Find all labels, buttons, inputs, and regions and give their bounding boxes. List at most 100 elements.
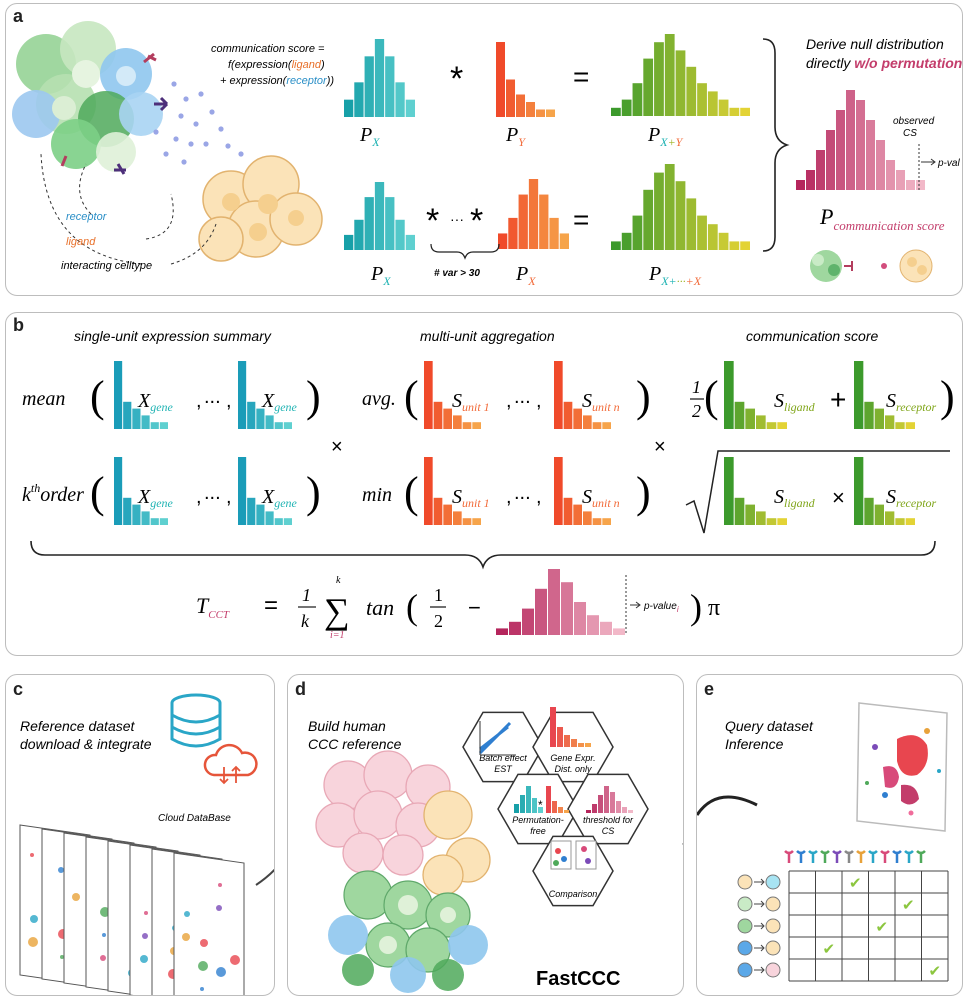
hist-bar	[159, 518, 168, 525]
hist-bar	[621, 232, 632, 250]
receptor-icon	[868, 850, 878, 863]
hist-null	[796, 90, 925, 190]
hist-bar	[574, 602, 586, 635]
ellipsis-2: ...	[514, 386, 531, 408]
comma-4b: ,	[536, 486, 542, 508]
pvalue-label: p-valuei	[643, 601, 679, 614]
hist-bar	[283, 422, 292, 429]
dataset-cluster-dot	[144, 911, 148, 915]
hist-bar	[247, 401, 256, 429]
hex-bar	[526, 786, 531, 813]
label-px-row1: PX	[359, 124, 380, 149]
conv-dots-row2: ···	[450, 211, 464, 227]
half-den: 2	[692, 401, 701, 421]
hex-bar	[578, 743, 584, 747]
hist-bar	[718, 232, 729, 250]
hist-bar	[600, 621, 612, 635]
receptor-icons	[784, 850, 926, 863]
hist-bar	[508, 217, 518, 249]
pair-arrow	[754, 944, 765, 952]
hist-bar	[522, 608, 534, 635]
paren-close-4: )	[306, 468, 321, 517]
formula-line3: + expression(receptor))	[220, 75, 334, 87]
hist-bar	[864, 497, 874, 525]
hex-bar	[585, 743, 591, 747]
hex-bar	[610, 792, 615, 813]
eq-row1: =	[573, 61, 589, 92]
hist-sunit-n	[554, 361, 611, 429]
ellipsis-3: ...	[204, 482, 221, 504]
hist-bar	[846, 90, 855, 190]
hist-px2-row2	[498, 179, 569, 249]
hist-bar	[916, 180, 925, 190]
sqrt-sign	[685, 450, 950, 534]
s-ligand-1: Sligand	[774, 390, 816, 414]
hist-bar	[114, 361, 123, 429]
hist-bar	[621, 99, 632, 116]
hex-bar	[550, 707, 556, 747]
hist-ligand-1	[724, 361, 787, 429]
hexagon-label: Dist. only	[554, 764, 592, 774]
times-2: ×	[654, 436, 666, 458]
hexagon-label: free	[530, 826, 546, 836]
panel-d: d Build human CCC reference Batch eff	[287, 674, 684, 996]
panel-b-canvas: single-unit expression summary multi-uni…	[22, 328, 955, 641]
sender-cell	[737, 918, 753, 934]
legend-arrows	[40, 153, 217, 265]
dataset-cluster-dot	[30, 853, 34, 857]
ellipsis-1: ...	[204, 386, 221, 408]
hist-bar	[424, 361, 433, 429]
paren-close-2: )	[636, 372, 651, 421]
hist-bar	[554, 361, 563, 429]
receiver-cell	[765, 874, 781, 890]
cs-label: Pcommunication score	[819, 204, 945, 233]
hist-bar	[836, 110, 845, 190]
paren-open-3: (	[704, 372, 719, 421]
pair-arrow	[754, 966, 765, 974]
hist-bar	[876, 140, 885, 190]
fn-min: min	[362, 484, 392, 506]
hist-bar	[740, 241, 750, 250]
hist-sum-row1	[611, 34, 750, 117]
hex-bar	[520, 795, 525, 813]
reference-cells	[315, 750, 491, 993]
hist-bar	[664, 34, 675, 116]
receiver-cell	[765, 940, 781, 956]
hexagon-label: Comparison	[549, 889, 598, 899]
cloud-label: Cloud DataBase	[158, 813, 231, 824]
hist-bar	[123, 401, 132, 429]
comparison-dot	[555, 848, 561, 854]
pval-arrow	[921, 158, 936, 166]
hist-bar	[424, 457, 433, 525]
hex-bar	[586, 810, 591, 813]
fn-mean: mean	[22, 388, 65, 410]
hist-bar	[114, 457, 123, 525]
hist-bar	[256, 408, 265, 429]
pval-label: p-val	[937, 158, 960, 169]
hexagon-label: EST	[494, 764, 513, 774]
paren-close-1: )	[306, 372, 321, 421]
hist-bar	[756, 415, 766, 429]
receptor-icon	[844, 850, 854, 863]
hist-bar	[777, 518, 787, 525]
hist-bar	[509, 621, 521, 635]
hist-bar	[528, 179, 539, 249]
hist-bar	[885, 415, 895, 429]
hist-bar	[549, 217, 559, 249]
hist-bar	[745, 504, 755, 525]
panel-a: a	[5, 3, 963, 296]
database-icon	[170, 693, 222, 748]
hist-bar	[238, 457, 247, 525]
hist-bar	[675, 181, 686, 250]
hist-bar	[613, 628, 625, 635]
hex-bar	[538, 807, 543, 813]
half-num: 1	[692, 377, 701, 397]
hist-bar	[462, 422, 472, 429]
hex-bar	[592, 804, 597, 813]
hist-bar	[354, 219, 364, 250]
hist-bar	[385, 197, 395, 250]
hist-bar	[405, 234, 415, 250]
hist-bar	[539, 194, 549, 249]
hist-bar	[516, 94, 525, 117]
